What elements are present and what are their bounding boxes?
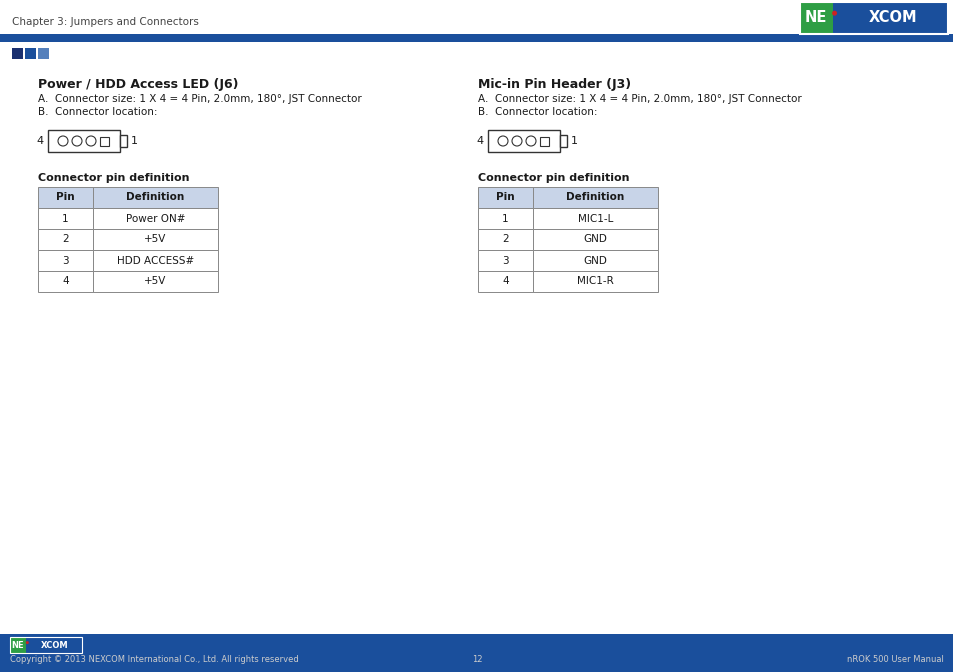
Bar bbox=[38, 208, 92, 229]
Text: Power ON#: Power ON# bbox=[126, 214, 185, 224]
Bar bbox=[533, 187, 658, 208]
Circle shape bbox=[58, 136, 68, 146]
Bar bbox=[477, 250, 533, 271]
Text: Definition: Definition bbox=[126, 192, 185, 202]
Bar bbox=[800, 2, 832, 34]
Bar bbox=[10, 637, 82, 653]
Circle shape bbox=[71, 136, 82, 146]
Bar bbox=[559, 135, 566, 147]
Bar bbox=[92, 229, 218, 250]
Text: 4: 4 bbox=[37, 136, 44, 146]
Text: 2: 2 bbox=[62, 235, 69, 245]
Bar bbox=[0, 34, 953, 37]
Bar bbox=[0, 37, 953, 42]
Text: HDD ACCESS#: HDD ACCESS# bbox=[117, 255, 193, 265]
Bar bbox=[10, 637, 82, 653]
Bar bbox=[533, 208, 658, 229]
Text: +5V: +5V bbox=[144, 235, 167, 245]
Text: B.  Connector location:: B. Connector location: bbox=[38, 107, 157, 117]
Text: 2: 2 bbox=[501, 235, 508, 245]
Bar bbox=[488, 130, 559, 152]
Circle shape bbox=[86, 136, 96, 146]
Bar bbox=[800, 2, 947, 34]
Text: Copyright © 2013 NEXCOM International Co., Ltd. All rights reserved: Copyright © 2013 NEXCOM International Co… bbox=[10, 655, 298, 665]
Bar bbox=[38, 187, 92, 208]
Bar bbox=[38, 48, 49, 59]
Text: Mic-in Pin Header (J3): Mic-in Pin Header (J3) bbox=[477, 78, 631, 91]
Bar bbox=[92, 250, 218, 271]
Text: 4: 4 bbox=[501, 276, 508, 286]
Text: B.  Connector location:: B. Connector location: bbox=[477, 107, 597, 117]
Bar bbox=[92, 187, 218, 208]
Bar bbox=[92, 208, 218, 229]
Text: Connector pin definition: Connector pin definition bbox=[477, 173, 629, 183]
Bar bbox=[533, 250, 658, 271]
Text: 12: 12 bbox=[471, 655, 482, 665]
Bar bbox=[533, 271, 658, 292]
Bar bbox=[800, 2, 947, 34]
Circle shape bbox=[831, 11, 836, 15]
Bar bbox=[0, 634, 953, 672]
Text: NE: NE bbox=[804, 11, 826, 26]
Text: MIC1-L: MIC1-L bbox=[578, 214, 613, 224]
Text: 3: 3 bbox=[501, 255, 508, 265]
Text: NE: NE bbox=[11, 640, 24, 650]
Text: Chapter 3: Jumpers and Connectors: Chapter 3: Jumpers and Connectors bbox=[12, 17, 198, 27]
Text: 1: 1 bbox=[501, 214, 508, 224]
Text: A.  Connector size: 1 X 4 = 4 Pin, 2.0mm, 180°, JST Connector: A. Connector size: 1 X 4 = 4 Pin, 2.0mm,… bbox=[38, 94, 361, 104]
Text: A.  Connector size: 1 X 4 = 4 Pin, 2.0mm, 180°, JST Connector: A. Connector size: 1 X 4 = 4 Pin, 2.0mm,… bbox=[477, 94, 801, 104]
Bar bbox=[100, 136, 110, 146]
Text: MIC1-R: MIC1-R bbox=[577, 276, 613, 286]
Bar bbox=[540, 136, 549, 146]
Bar bbox=[120, 135, 127, 147]
Text: +5V: +5V bbox=[144, 276, 167, 286]
Text: XCOM: XCOM bbox=[867, 11, 916, 26]
Circle shape bbox=[525, 136, 536, 146]
Text: 3: 3 bbox=[62, 255, 69, 265]
Text: 1: 1 bbox=[62, 214, 69, 224]
Text: GND: GND bbox=[583, 255, 607, 265]
Text: 1: 1 bbox=[131, 136, 138, 146]
Bar bbox=[477, 187, 533, 208]
Bar bbox=[477, 229, 533, 250]
Text: 4: 4 bbox=[476, 136, 483, 146]
Text: Connector pin definition: Connector pin definition bbox=[38, 173, 190, 183]
Bar bbox=[12, 48, 23, 59]
Bar bbox=[25, 48, 36, 59]
Bar bbox=[533, 229, 658, 250]
Text: Pin: Pin bbox=[56, 192, 74, 202]
Circle shape bbox=[26, 641, 29, 644]
Circle shape bbox=[497, 136, 507, 146]
Text: GND: GND bbox=[583, 235, 607, 245]
Text: Power / HDD Access LED (J6): Power / HDD Access LED (J6) bbox=[38, 78, 238, 91]
Bar bbox=[10, 637, 26, 653]
Text: XCOM: XCOM bbox=[41, 640, 69, 650]
Text: Pin: Pin bbox=[496, 192, 515, 202]
Circle shape bbox=[512, 136, 521, 146]
Bar bbox=[38, 229, 92, 250]
Bar bbox=[477, 271, 533, 292]
Text: Definition: Definition bbox=[566, 192, 624, 202]
Bar bbox=[477, 208, 533, 229]
Text: 4: 4 bbox=[62, 276, 69, 286]
Bar bbox=[38, 250, 92, 271]
Text: 1: 1 bbox=[571, 136, 578, 146]
Text: nROK 500 User Manual: nROK 500 User Manual bbox=[846, 655, 943, 665]
Bar bbox=[38, 271, 92, 292]
Bar bbox=[92, 271, 218, 292]
Bar bbox=[48, 130, 120, 152]
